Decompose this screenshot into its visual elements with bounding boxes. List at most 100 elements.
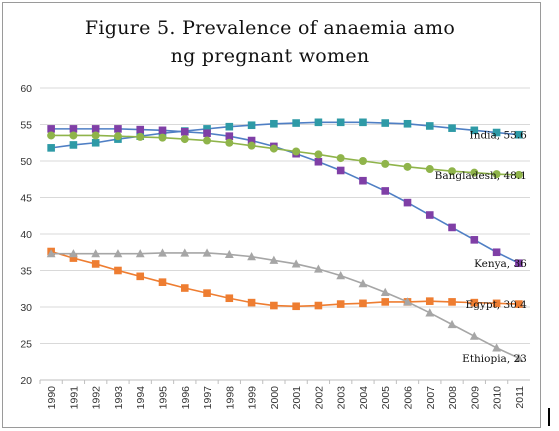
x-tick-label: 1992 xyxy=(91,386,103,410)
chart-title-line-2: ng pregnant women xyxy=(170,45,370,67)
end-label-india: India, 53.6 xyxy=(470,130,528,142)
data-point xyxy=(47,131,56,140)
data-point xyxy=(91,260,100,268)
data-point xyxy=(203,136,212,145)
data-point xyxy=(91,125,100,133)
data-point xyxy=(425,165,434,174)
data-point xyxy=(203,125,211,133)
data-point xyxy=(358,157,367,165)
data-point xyxy=(492,128,501,137)
data-point xyxy=(69,141,78,149)
data-point xyxy=(136,272,145,281)
data-point xyxy=(359,176,367,185)
y-tick-label: 20 xyxy=(20,375,32,387)
series-bangladesh xyxy=(47,131,523,179)
end-label-bangladesh: Bangladesh, 48.1 xyxy=(435,170,527,182)
data-point xyxy=(91,249,101,258)
data-point xyxy=(515,130,523,139)
end-labels: India, 53.6 Kenya, 36 Bangladesh, 48.1 Egyp… xyxy=(435,130,528,365)
data-point xyxy=(515,259,523,267)
x-tick-label: 2007 xyxy=(425,386,437,410)
series-line xyxy=(51,134,519,176)
data-point xyxy=(336,166,345,175)
series-line xyxy=(50,250,519,308)
data-point xyxy=(314,150,323,159)
data-point xyxy=(47,125,55,133)
data-point xyxy=(113,249,123,258)
chart-title: Figure 5. Prevalence of anaemia amo ng p… xyxy=(60,14,480,70)
data-point xyxy=(515,300,523,308)
x-tick-label: 1990 xyxy=(46,386,58,410)
data-point xyxy=(225,138,234,147)
data-point xyxy=(448,124,456,132)
series-egypt xyxy=(47,247,523,311)
data-point xyxy=(270,119,278,128)
data-point xyxy=(336,271,346,280)
data-point xyxy=(180,135,189,144)
data-point xyxy=(291,259,301,268)
data-point xyxy=(69,254,78,262)
data-point xyxy=(135,249,145,258)
series-line xyxy=(51,121,519,149)
data-point xyxy=(448,167,457,176)
y-tick-label: 25 xyxy=(20,339,32,351)
y-tick-label: 45 xyxy=(20,193,32,205)
data-point xyxy=(158,248,167,257)
data-point xyxy=(247,252,256,261)
data-point xyxy=(292,147,301,156)
data-point xyxy=(314,301,323,310)
x-tick-label: 2002 xyxy=(313,386,325,410)
x-tick-label: 2000 xyxy=(269,386,281,410)
x-axis-ticks: 1990 1991 1992 1993 1994 1995 1996 1997 1998 1999… xyxy=(39,380,526,410)
x-tick-label: 2003 xyxy=(336,386,348,410)
data-point xyxy=(91,131,100,140)
end-label-kenya: Kenya, 36 xyxy=(474,258,527,270)
data-point xyxy=(470,126,479,135)
x-tick-label: 1999 xyxy=(247,386,259,410)
data-point xyxy=(514,170,523,179)
data-point xyxy=(292,302,300,311)
data-point xyxy=(247,141,256,150)
data-point xyxy=(203,289,211,297)
data-point xyxy=(247,136,256,145)
data-point xyxy=(336,118,345,127)
data-point xyxy=(46,249,56,258)
data-point xyxy=(514,353,524,362)
data-point xyxy=(224,249,234,259)
data-point xyxy=(470,298,479,307)
x-tick-label: 2004 xyxy=(358,386,370,410)
y-tick-label: 35 xyxy=(20,266,32,278)
data-point xyxy=(447,319,457,329)
data-point xyxy=(425,122,434,130)
data-point xyxy=(114,266,122,275)
data-point xyxy=(403,119,412,128)
data-point xyxy=(269,144,278,153)
series-line xyxy=(51,252,520,359)
end-label-egypt: Egypt, 30.4 xyxy=(466,299,528,311)
data-point xyxy=(314,118,323,127)
x-tick-label: 2001 xyxy=(291,386,303,410)
data-point xyxy=(202,248,212,257)
series-group xyxy=(46,118,524,362)
data-point xyxy=(69,131,78,140)
data-point xyxy=(359,299,367,308)
data-point xyxy=(380,287,390,296)
x-tick-label: 2008 xyxy=(447,386,459,410)
x-tick-label: 1993 xyxy=(113,386,125,410)
data-point xyxy=(425,297,434,305)
y-axis-ticks: 20 25 30 35 40 45 50 55 60 xyxy=(20,83,32,387)
y-tick-label: 60 xyxy=(20,83,32,95)
y-tick-label: 50 xyxy=(20,156,32,168)
x-tick-label: 2009 xyxy=(469,386,481,410)
data-point xyxy=(69,249,78,258)
data-point xyxy=(403,162,412,171)
data-point xyxy=(47,144,55,152)
data-point xyxy=(247,298,256,307)
series-kenya xyxy=(47,125,523,267)
data-point xyxy=(469,331,479,340)
data-point xyxy=(425,211,434,219)
x-tick-label: 1997 xyxy=(202,386,214,410)
data-point xyxy=(336,154,345,163)
data-point xyxy=(158,126,167,135)
